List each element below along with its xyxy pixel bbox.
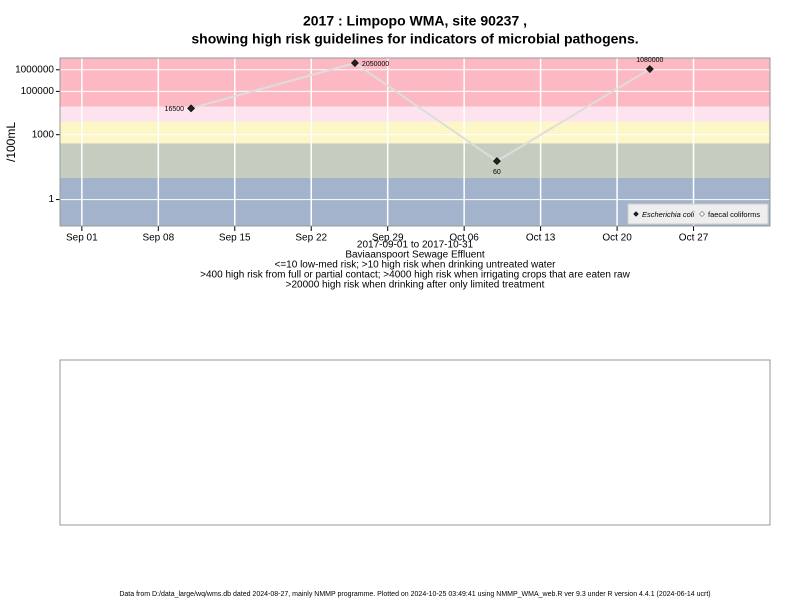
- x-tick-label: Oct 06: [449, 233, 479, 244]
- legend-box: [627, 203, 769, 225]
- risk-band: [60, 121, 770, 144]
- risk-band: [60, 58, 770, 107]
- chart-title: 2017 : Limpopo WMA, site 90237 ,: [303, 13, 527, 29]
- data-point: [492, 157, 501, 166]
- legend-marker: [699, 211, 705, 217]
- data-point: [645, 65, 654, 73]
- plot-frame: [59, 57, 771, 227]
- data-label: 16500: [165, 106, 185, 113]
- y-tick-label: 1000: [32, 129, 55, 140]
- x-tick-label: Oct 20: [602, 233, 632, 244]
- y-tick-label: 100000: [21, 86, 55, 97]
- data-point: [187, 104, 196, 113]
- data-point: [350, 59, 359, 67]
- x-tick-label: Sep 15: [219, 233, 251, 244]
- x-tick-label: Sep 01: [66, 233, 98, 244]
- x-axis-label: >20000 high risk when drinking after onl…: [286, 280, 545, 291]
- footer: Data from D:/data_large/wq/wms.db dated …: [119, 591, 710, 598]
- x-axis-label: 2017-09-01 to 2017-10-31: [357, 240, 474, 251]
- legend: Escherichia coli faecal coliforms: [627, 203, 769, 225]
- x-axis-label: Baviaanspoort Sewage Effluent: [345, 250, 485, 261]
- risk-band: [60, 106, 770, 122]
- x-tick-label: Sep 22: [295, 233, 327, 244]
- y-tick-label: 1: [48, 194, 54, 205]
- y-tick-label: 1000000: [15, 64, 54, 75]
- chart-title: showing high risk guidelines for indicat…: [191, 31, 638, 47]
- legend-marker: [633, 211, 639, 217]
- x-tick-label: Sep 29: [372, 233, 404, 244]
- data-label: 1080000: [636, 57, 663, 64]
- risk-band: [60, 143, 770, 178]
- series-line: [190, 61, 651, 163]
- legend-label: Escherichia coli: [642, 210, 694, 219]
- x-tick-label: Sep 08: [142, 233, 174, 244]
- x-axis-label: <=10 low-med risk; >10 high risk when dr…: [275, 260, 557, 271]
- x-axis-label: >400 high risk from full or partial cont…: [200, 270, 630, 281]
- x-tick-label: Oct 13: [526, 233, 556, 244]
- x-tick-label: Oct 27: [679, 233, 709, 244]
- legend-label: faecal coliforms: [708, 210, 760, 219]
- data-label: 2050000: [362, 61, 389, 68]
- data-label: 60: [493, 169, 501, 176]
- y-axis-label: /100mL: [4, 122, 18, 162]
- empty-panel: [59, 359, 771, 526]
